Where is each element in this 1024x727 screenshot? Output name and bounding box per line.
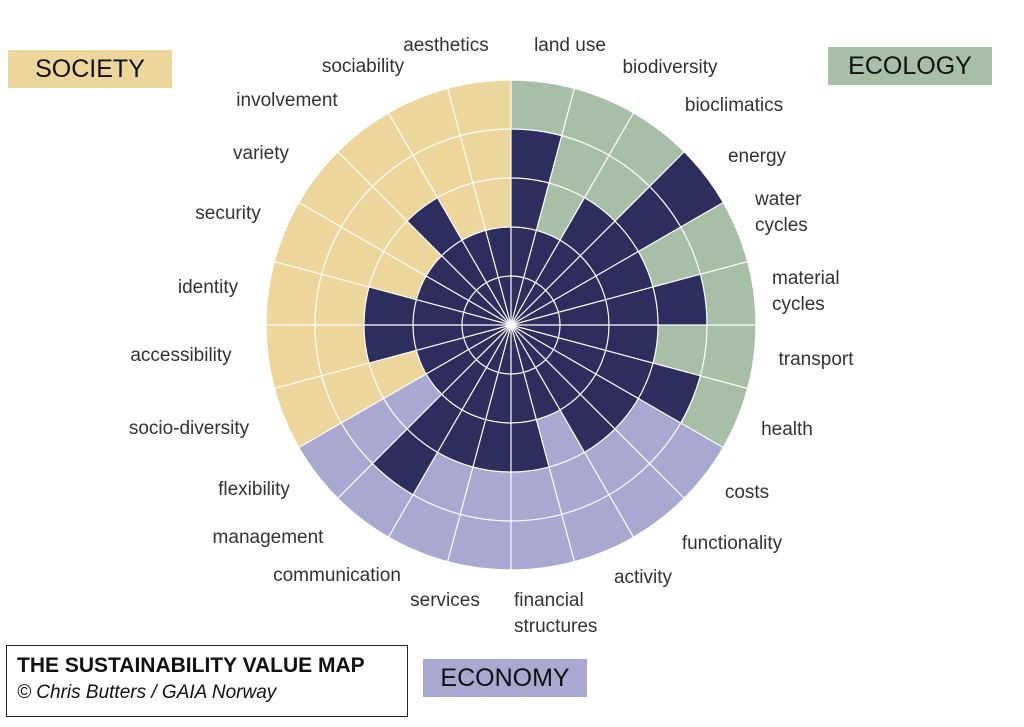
category-label: material cycles <box>772 268 840 315</box>
spoke-line <box>387 324 512 538</box>
spoke-line <box>510 201 724 326</box>
category-label: sociability <box>321 56 405 77</box>
group-label: SOCIETY <box>8 50 172 88</box>
category-label: transport <box>778 349 854 370</box>
category-label: activity <box>613 567 673 588</box>
spoke-line <box>298 324 512 449</box>
category-label: services <box>410 590 480 611</box>
spoke-line <box>510 151 685 326</box>
segment-value <box>416 276 511 325</box>
category-label: bioclimatics <box>684 95 784 116</box>
segment-value <box>511 151 724 325</box>
category-label: health <box>761 419 813 440</box>
segment-value <box>511 325 639 429</box>
category-label: functionality <box>681 533 783 554</box>
category-label: biodiversity <box>622 57 718 78</box>
category-label: management <box>212 527 324 548</box>
segment-value <box>511 325 615 453</box>
segment-value <box>416 325 511 374</box>
spoke-line <box>274 324 512 389</box>
title-box: THE SUSTAINABILITY VALUE MAP © Chris But… <box>6 645 408 717</box>
spoke-line <box>510 324 724 449</box>
category-label: water cycles <box>755 189 808 236</box>
segment-value <box>407 197 511 325</box>
spoke-line <box>510 324 635 538</box>
credit: © Chris Butters / GAIA Norway <box>17 682 277 703</box>
group-label: ECONOMY <box>423 659 587 697</box>
segment-value <box>437 325 511 467</box>
segment-value <box>511 251 653 325</box>
category-label: identity <box>177 277 239 298</box>
segment-value <box>511 325 560 420</box>
group-label: ECOLOGY <box>828 47 992 85</box>
segment-value <box>462 230 511 325</box>
segment-value <box>511 197 615 325</box>
category-label: aesthetics <box>403 35 489 56</box>
spoke-line <box>387 112 512 326</box>
category-label: involvement <box>236 90 338 111</box>
spoke-line <box>510 88 575 326</box>
spoke-line <box>510 261 748 326</box>
spoke-line <box>510 324 685 499</box>
spoke-line <box>337 324 512 499</box>
segment-value <box>511 325 701 423</box>
spoke-line <box>510 112 635 326</box>
spoke-line <box>447 324 512 562</box>
spoke-line <box>298 201 512 326</box>
segment-value <box>372 325 511 495</box>
category-label: energy <box>727 146 787 167</box>
category-label: communication <box>273 565 401 586</box>
spoke-line <box>274 261 512 326</box>
title: THE SUSTAINABILITY VALUE MAP <box>17 654 365 677</box>
category-label: land use <box>534 35 606 56</box>
segment-value <box>426 255 511 325</box>
category-label: security <box>195 203 261 224</box>
category-label: accessibility <box>130 345 232 366</box>
spoke-line <box>510 324 748 389</box>
spoke-line <box>447 88 512 326</box>
segment-value <box>426 325 511 395</box>
category-label: flexibility <box>218 479 290 500</box>
category-label: socio-diversity <box>128 418 250 439</box>
spoke-line <box>337 151 512 326</box>
category-label: costs <box>724 482 770 503</box>
segment-value <box>511 230 560 325</box>
spoke-line <box>510 324 575 562</box>
category-label: financial structures <box>514 590 598 637</box>
category-label: variety <box>233 143 289 164</box>
